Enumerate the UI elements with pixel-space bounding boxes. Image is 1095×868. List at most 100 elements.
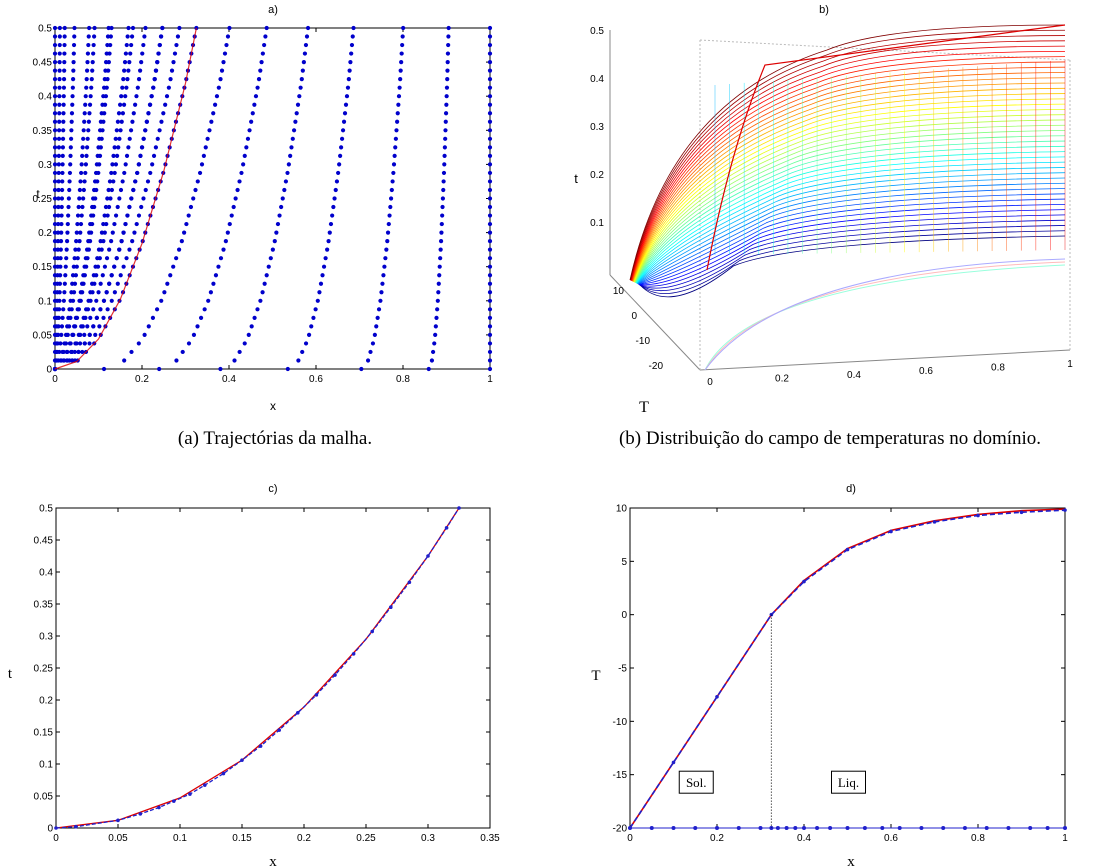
surface-curve xyxy=(630,40,1066,281)
mesh-point xyxy=(321,264,327,269)
mesh-point xyxy=(208,290,213,295)
mesh-point xyxy=(52,94,58,99)
mesh-point xyxy=(52,196,58,201)
mesh-point xyxy=(370,341,376,346)
mesh-point xyxy=(197,170,203,176)
mesh-point xyxy=(105,307,110,312)
mesh-point xyxy=(120,179,125,184)
mesh-point xyxy=(106,204,112,210)
mesh-point xyxy=(372,332,377,337)
mesh-point xyxy=(342,111,348,116)
series-line xyxy=(55,507,460,829)
annotation-box xyxy=(678,770,714,794)
surface-curve xyxy=(639,225,1066,292)
mesh-point xyxy=(123,94,128,99)
data-point xyxy=(389,605,393,609)
mesh-point xyxy=(249,324,254,329)
chart-b-grid xyxy=(699,39,1071,61)
mesh-point xyxy=(395,119,400,124)
mesh-point xyxy=(487,315,493,320)
mesh-point xyxy=(90,60,95,65)
mesh-point xyxy=(385,230,391,235)
data-point xyxy=(802,579,806,584)
mesh-point xyxy=(85,145,90,150)
chart-b-xtick-label: 0.4 xyxy=(847,370,861,381)
mesh-point xyxy=(174,358,179,363)
data-point xyxy=(976,513,980,518)
surface-curve xyxy=(635,151,1066,284)
surface-curve xyxy=(632,82,1066,282)
mesh-point xyxy=(71,51,76,56)
mesh-point xyxy=(88,290,93,295)
mesh-point xyxy=(91,51,96,56)
mesh-point xyxy=(124,85,129,90)
mesh-point xyxy=(433,332,438,337)
mesh-point xyxy=(198,315,204,320)
mesh-point xyxy=(65,230,70,235)
mesh-point xyxy=(112,170,117,176)
chart-b-axis-x xyxy=(699,349,1071,371)
mesh-point xyxy=(52,68,58,73)
mesh-point xyxy=(301,60,306,65)
mesh-point xyxy=(67,170,73,176)
mesh-point xyxy=(436,290,441,295)
mesh-point xyxy=(388,196,394,201)
mesh-point xyxy=(56,196,61,201)
surface-curve xyxy=(631,56,1066,281)
chart-c-frame xyxy=(55,507,491,829)
mesh-point xyxy=(57,298,62,303)
mesh-point xyxy=(343,102,349,107)
bottom-marker xyxy=(775,826,780,830)
bottom-marker xyxy=(1006,826,1011,830)
mesh-point xyxy=(82,119,87,124)
mesh-point xyxy=(306,332,312,337)
bottom-marker xyxy=(1028,826,1033,830)
mesh-point xyxy=(299,77,304,82)
mesh-point xyxy=(109,273,114,278)
mesh-point xyxy=(90,281,95,286)
mesh-point xyxy=(487,119,493,124)
chart-c-xtick-label: 0.3 xyxy=(421,833,435,844)
mesh-point xyxy=(57,94,62,99)
mesh-point xyxy=(60,153,65,158)
mesh-point xyxy=(82,179,87,184)
mesh-point xyxy=(318,281,324,286)
mesh-point xyxy=(207,128,212,133)
mesh-point xyxy=(442,153,447,158)
mesh-point xyxy=(487,42,493,48)
bottom-marker xyxy=(1045,826,1050,830)
chart-c-ytick-label: 0.45 xyxy=(34,536,54,547)
mesh-point xyxy=(77,196,82,201)
mesh-point xyxy=(487,281,493,286)
chart-c-ytick-label: 0.15 xyxy=(34,728,54,739)
chart-c-ytick-label: 0.25 xyxy=(34,664,54,675)
mesh-point xyxy=(107,247,112,252)
mesh-point xyxy=(127,136,132,141)
chart-a-xlabel: x xyxy=(270,399,276,413)
bottom-marker xyxy=(919,826,924,830)
chart-d-xtick-label: 1 xyxy=(1062,833,1068,844)
chart-d-xtick-label: 0 xyxy=(627,833,633,844)
mesh-point xyxy=(62,281,67,286)
mesh-point xyxy=(105,196,110,201)
mesh-point xyxy=(106,68,111,73)
mesh-point xyxy=(334,179,340,184)
mesh-point xyxy=(97,153,103,158)
mesh-point xyxy=(52,221,58,227)
mesh-point xyxy=(56,221,61,227)
chart-a-ylabel: t xyxy=(36,187,40,201)
mesh-point xyxy=(106,60,111,65)
mesh-point xyxy=(121,230,126,235)
mesh-point xyxy=(60,162,65,167)
mesh-point xyxy=(102,111,107,116)
mesh-point xyxy=(285,366,290,372)
mesh-point xyxy=(58,264,63,269)
chart-d-xtick-label: 0.6 xyxy=(884,833,898,844)
mesh-point xyxy=(57,68,62,73)
mesh-point xyxy=(117,196,122,201)
mesh-point xyxy=(399,51,404,56)
chart-b-ttick-label: 0.2 xyxy=(590,170,604,181)
mesh-point xyxy=(129,34,135,39)
mesh-point xyxy=(59,213,64,218)
mesh-point xyxy=(395,111,400,116)
